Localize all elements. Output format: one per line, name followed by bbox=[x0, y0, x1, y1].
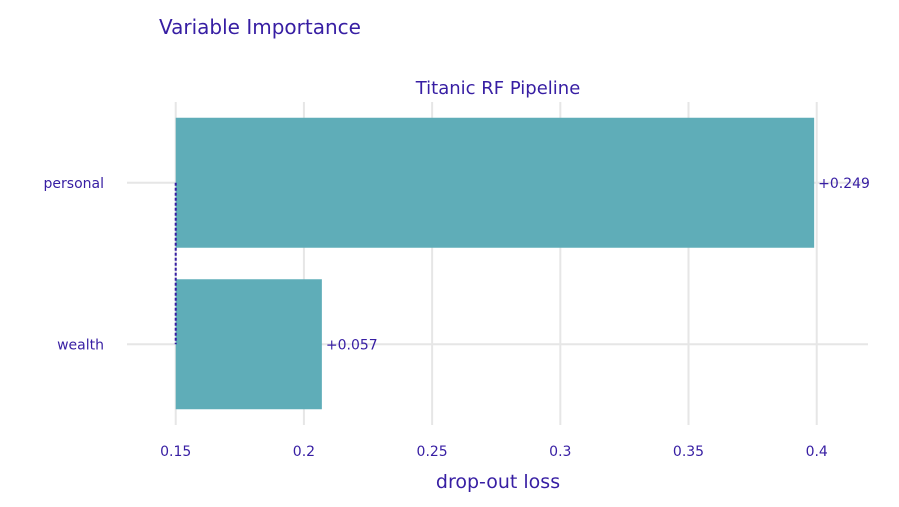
chart-title: Variable Importance bbox=[159, 15, 361, 39]
x-tick-label: 0.25 bbox=[417, 444, 448, 460]
y-tick-label: wealth bbox=[57, 337, 104, 353]
x-tick-label: 0.3 bbox=[549, 444, 571, 460]
x-tick-label: 0.35 bbox=[673, 444, 704, 460]
y-tick-label: personal bbox=[44, 176, 104, 192]
bar-value-label: +0.057 bbox=[326, 337, 378, 353]
x-tick-label: 0.2 bbox=[293, 444, 315, 460]
x-tick-label: 0.4 bbox=[806, 444, 828, 460]
chart-subtitle: Titanic RF Pipeline bbox=[415, 78, 581, 99]
x-tick-label: 0.15 bbox=[160, 444, 191, 460]
bar-wealth bbox=[175, 279, 322, 410]
labels-layer: +0.249 +0.057 bbox=[326, 176, 870, 354]
x-axis-title: drop-out loss bbox=[436, 471, 560, 493]
ticks-layer: 0.15 0.2 0.25 0.3 0.35 0.4 personal wealth bbox=[44, 176, 828, 460]
bars-layer bbox=[175, 117, 815, 410]
bar-personal bbox=[175, 117, 815, 248]
bar-value-label: +0.249 bbox=[818, 176, 870, 192]
